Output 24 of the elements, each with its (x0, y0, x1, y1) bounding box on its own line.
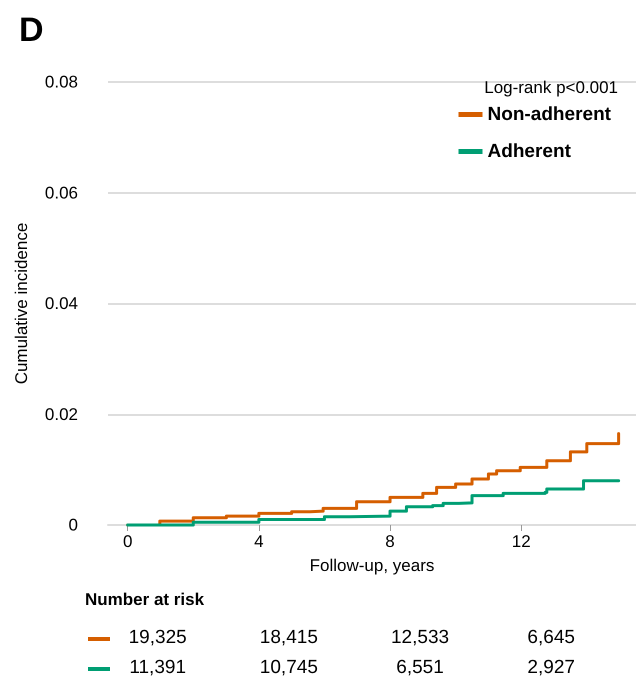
chart-title: D (19, 11, 44, 49)
text: 11,391 (129, 657, 186, 679)
y-tick-label: 0.08 (44, 72, 78, 92)
text: 18,415 (260, 627, 318, 649)
x-tick-label: 8 (385, 532, 395, 551)
text: 19,325 (128, 627, 187, 649)
y-tick-label: 0.06 (44, 183, 78, 202)
y-tick-label: 0.02 (44, 404, 78, 424)
y-tick-label: 0.04 (44, 294, 78, 313)
text: 6,645 (527, 627, 575, 649)
x-tick-label: 4 (254, 532, 264, 551)
legend-label: Non-adherent (488, 104, 612, 125)
x-axis-title: Follow-up, years (310, 556, 434, 575)
x-tick-label: 12 (512, 532, 531, 551)
text: 10,745 (260, 657, 318, 679)
annotation: Log-rank p<0.001 (484, 78, 618, 98)
y-tick-label: 0 (68, 516, 78, 534)
y-axis-title: Cumulative incidence (12, 222, 31, 384)
text: 12,533 (390, 627, 450, 649)
x-tick-label: 0 (122, 532, 132, 551)
text: 2,927 (527, 657, 575, 679)
legend-label: Adherent (488, 141, 572, 162)
text: 6,551 (396, 657, 444, 679)
text: Number at risk (85, 590, 204, 610)
